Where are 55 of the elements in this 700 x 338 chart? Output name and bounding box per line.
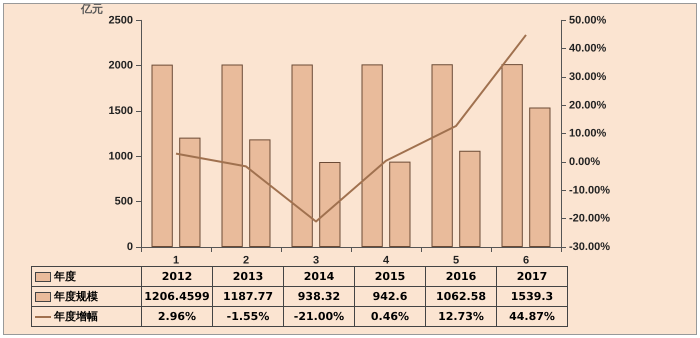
data-label: 2014 [284, 266, 354, 286]
data-label: 2015 [354, 266, 426, 286]
x-tick-label: 2 [242, 254, 250, 266]
bar [529, 107, 550, 247]
bar [292, 64, 313, 247]
x-tick-label: 5 [452, 254, 460, 266]
data-label: 2012 [142, 266, 212, 286]
y-tick-label: 1500 [108, 105, 133, 118]
y2-tick-label: 0.00% [569, 156, 600, 168]
legend-label: 年度规模 [32, 286, 142, 306]
data-label: 1206.4599 [142, 286, 212, 306]
y2-tick-label: 10.00% [569, 128, 607, 140]
x-tick-label: 4 [382, 254, 390, 266]
bar [389, 162, 410, 247]
bar [152, 64, 173, 247]
bar [319, 162, 340, 247]
data-label: 2016 [426, 266, 496, 286]
x-tick-label: 6 [522, 254, 530, 266]
y-tick-label: 0 [126, 241, 133, 253]
y2-tick-label: 40.00% [569, 42, 607, 55]
data-label: 938.32 [284, 286, 354, 306]
y2-tick-label: 30.00% [569, 71, 607, 84]
line-series [175, 34, 527, 223]
bar [222, 64, 243, 247]
bar [459, 150, 480, 247]
data-label: 1062.58 [426, 286, 496, 306]
y2-tick-label: -30.00% [569, 241, 610, 253]
bar [502, 64, 523, 247]
data-label: 2013 [212, 266, 284, 286]
data-label: -21.00% [284, 306, 354, 326]
data-label: 942.6 [354, 286, 426, 306]
bar [362, 64, 383, 247]
x-tick-label: 3 [312, 254, 320, 266]
y-tick-label: 1000 [108, 150, 133, 162]
data-label: 2017 [496, 266, 568, 286]
y-tick-label: 500 [114, 196, 133, 208]
y2-tick-label: -20.00% [569, 212, 610, 225]
data-label: 12.73% [426, 306, 496, 326]
y2-tick-label: 50.00% [569, 14, 607, 26]
bar [179, 138, 200, 247]
data-label: 2.96% [142, 306, 212, 326]
y2-tick-label: -10.00% [569, 184, 610, 196]
y-tick-label: 2500 [108, 14, 133, 26]
data-label: 44.87% [496, 306, 568, 326]
x-tick-label: 1 [172, 254, 180, 266]
data-label: 0.46% [354, 306, 426, 326]
bar [249, 139, 270, 247]
data-label: -1.55% [212, 306, 284, 326]
data-label: 1187.77 [212, 286, 284, 306]
legend-label: 年度增幅 [32, 306, 142, 326]
bar [432, 64, 453, 247]
y-tick-label: 2000 [108, 60, 133, 72]
y2-tick-label: 20.00% [569, 99, 607, 112]
data-label: 1539.3 [496, 286, 568, 306]
legend-label: 年度 [32, 266, 142, 286]
